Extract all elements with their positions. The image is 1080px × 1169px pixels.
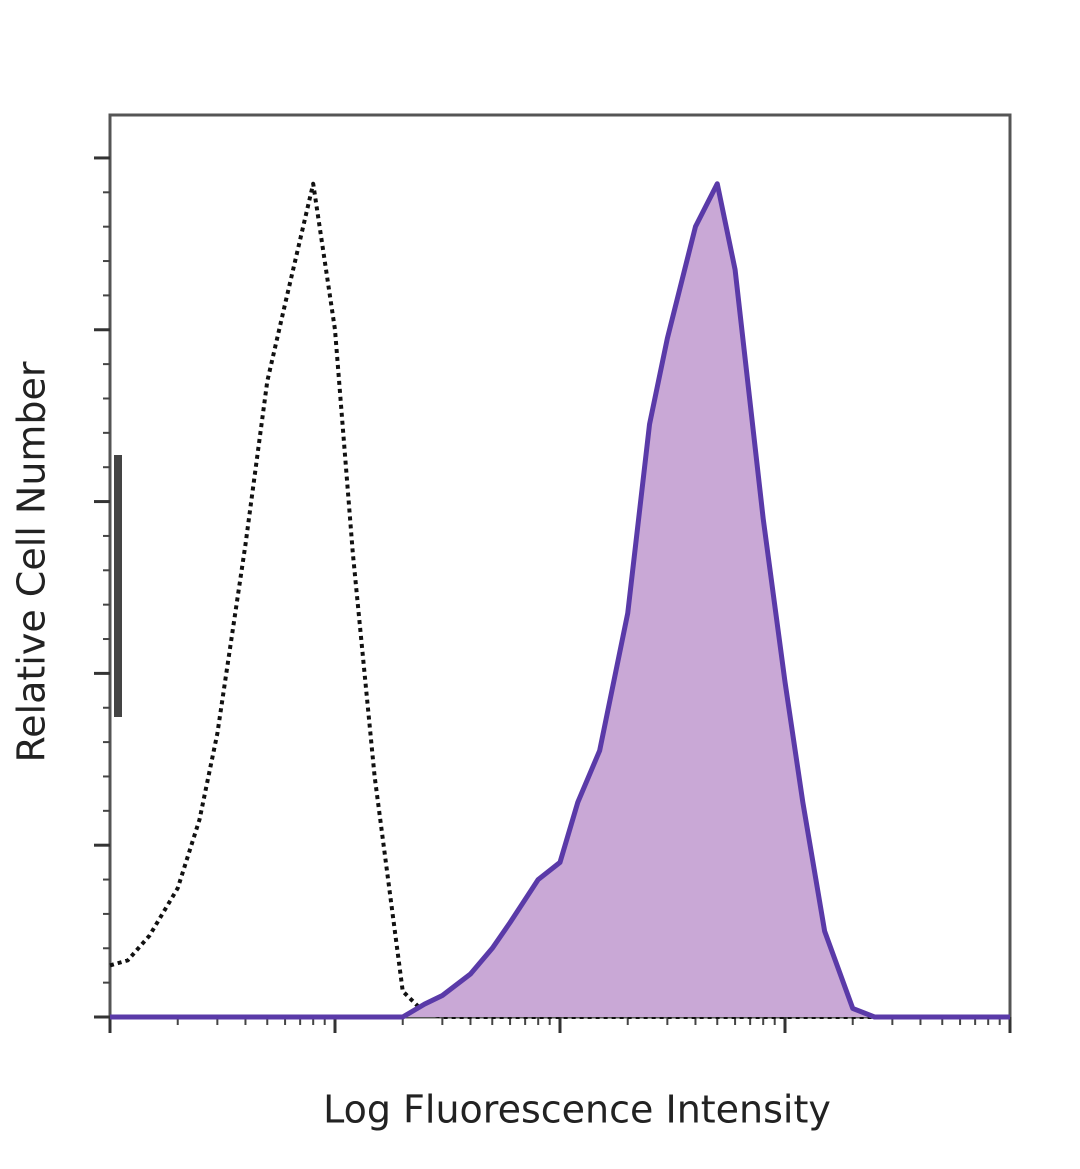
y-axis-label: Relative Cell Number bbox=[10, 361, 54, 762]
x-axis-label: Log Fluorescence Intensity bbox=[323, 1088, 831, 1132]
axis-artifact bbox=[114, 455, 122, 717]
series-line bbox=[110, 181, 1010, 1020]
